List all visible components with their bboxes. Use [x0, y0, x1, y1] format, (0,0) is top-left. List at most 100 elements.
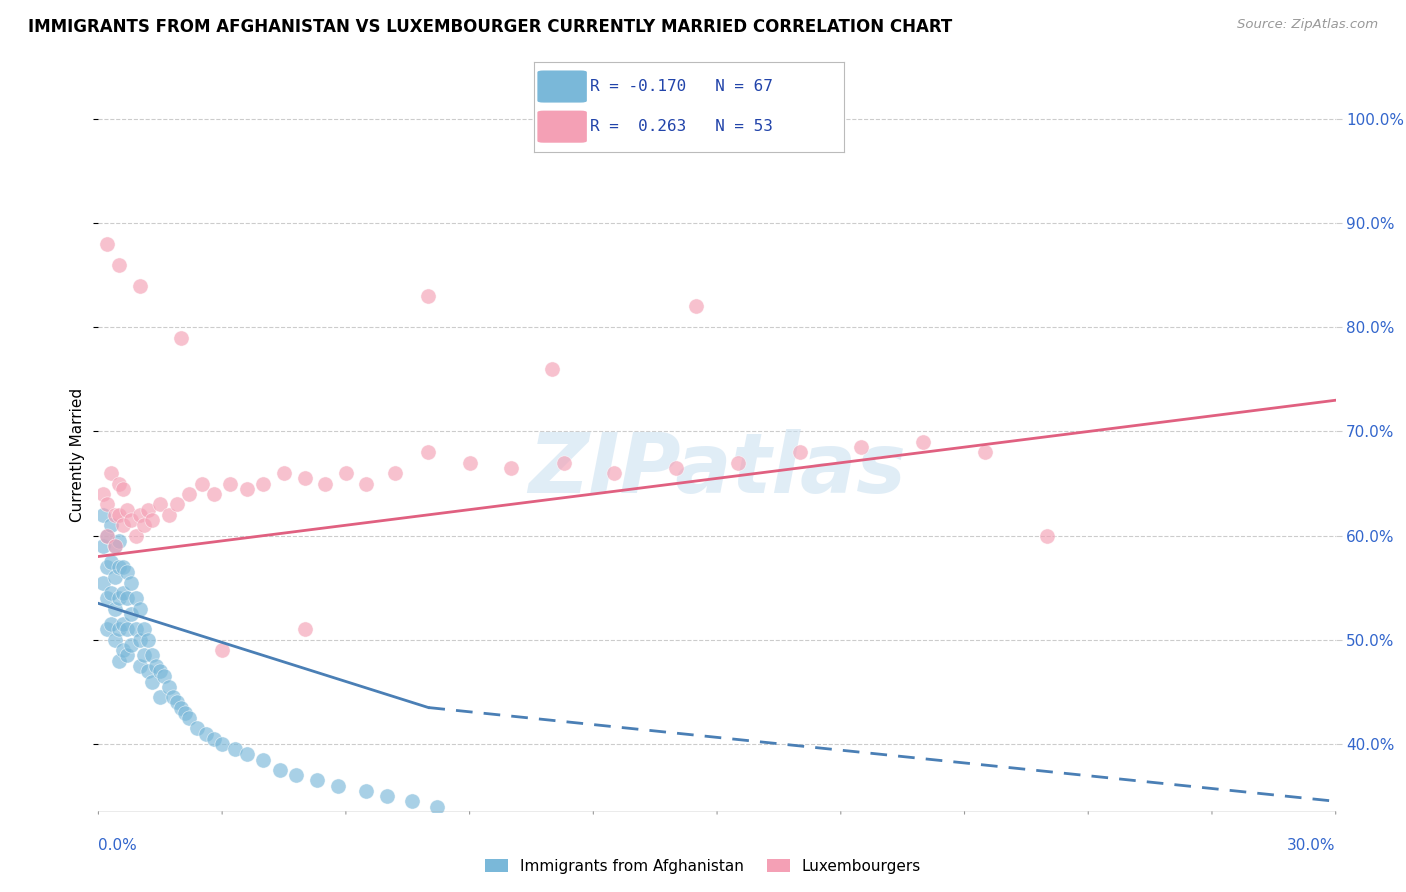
Point — [224, 742, 246, 756]
Point — [91, 575, 114, 590]
Point — [112, 518, 135, 533]
Point — [727, 456, 749, 470]
Text: IMMIGRANTS FROM AFGHANISTAN VS LUXEMBOURGER CURRENTLY MARRIED CORRELATION CHART: IMMIGRANTS FROM AFGHANISTAN VS LUXEMBOUR… — [28, 18, 952, 36]
Point — [136, 664, 159, 678]
Point — [120, 607, 142, 621]
Point — [603, 466, 626, 480]
Point — [128, 601, 150, 615]
Point — [294, 471, 316, 485]
Point — [108, 654, 131, 668]
Point — [117, 648, 139, 663]
Point — [326, 779, 349, 793]
Point — [211, 643, 233, 657]
Point — [186, 722, 208, 736]
Point — [162, 690, 184, 705]
Point — [120, 575, 142, 590]
Point — [108, 623, 131, 637]
Point — [91, 539, 114, 553]
Point — [685, 300, 707, 314]
Point — [124, 529, 146, 543]
Point — [305, 773, 328, 788]
Point — [104, 508, 127, 522]
Point — [96, 623, 118, 637]
Point — [252, 476, 274, 491]
Point — [100, 586, 122, 600]
Point — [1036, 529, 1059, 543]
Point — [553, 456, 575, 470]
Point — [190, 476, 212, 491]
Point — [96, 237, 118, 252]
Point — [236, 482, 259, 496]
FancyBboxPatch shape — [537, 70, 586, 103]
Point — [149, 497, 172, 511]
Point — [418, 289, 440, 303]
Point — [149, 664, 172, 678]
Point — [120, 513, 142, 527]
Point — [96, 560, 118, 574]
Point — [157, 680, 180, 694]
Point — [149, 690, 172, 705]
Point — [170, 700, 193, 714]
Point — [104, 601, 127, 615]
Point — [418, 445, 440, 459]
Point — [145, 658, 167, 673]
Point — [141, 513, 163, 527]
Point — [104, 539, 127, 553]
Point — [120, 638, 142, 652]
Point — [112, 643, 135, 657]
Point — [458, 456, 481, 470]
Point — [974, 445, 997, 459]
Point — [104, 632, 127, 647]
Point — [132, 648, 155, 663]
Point — [91, 487, 114, 501]
FancyBboxPatch shape — [537, 111, 586, 143]
Point — [252, 753, 274, 767]
Point — [194, 726, 217, 740]
Point — [96, 591, 118, 606]
Point — [112, 586, 135, 600]
Point — [104, 570, 127, 584]
Point — [108, 508, 131, 522]
Text: Source: ZipAtlas.com: Source: ZipAtlas.com — [1237, 18, 1378, 31]
Point — [273, 466, 295, 480]
Point — [128, 658, 150, 673]
Point — [219, 476, 242, 491]
Point — [108, 591, 131, 606]
Point — [166, 497, 188, 511]
Point — [117, 565, 139, 579]
Point — [141, 674, 163, 689]
Point — [170, 331, 193, 345]
Point — [375, 789, 398, 803]
Point — [104, 539, 127, 553]
Point — [157, 508, 180, 522]
Point — [117, 502, 139, 516]
Point — [166, 695, 188, 709]
Point — [174, 706, 197, 720]
Point — [401, 794, 423, 808]
Point — [96, 497, 118, 511]
Point — [851, 440, 873, 454]
Point — [335, 466, 357, 480]
Point — [541, 362, 564, 376]
Point — [100, 466, 122, 480]
Point — [141, 648, 163, 663]
Point — [108, 476, 131, 491]
Point — [112, 617, 135, 632]
Point — [136, 632, 159, 647]
Point — [108, 258, 131, 272]
Point — [314, 476, 336, 491]
Text: R = -0.170   N = 67: R = -0.170 N = 67 — [591, 79, 773, 94]
Point — [100, 555, 122, 569]
Point — [665, 461, 688, 475]
Point — [202, 487, 225, 501]
Point — [384, 466, 406, 480]
Point — [128, 278, 150, 293]
Text: ZIPatlas: ZIPatlas — [529, 429, 905, 509]
Point — [136, 502, 159, 516]
Point — [124, 591, 146, 606]
Point — [124, 623, 146, 637]
Point — [132, 623, 155, 637]
Point — [132, 518, 155, 533]
Point — [91, 508, 114, 522]
Text: 0.0%: 0.0% — [98, 838, 138, 853]
